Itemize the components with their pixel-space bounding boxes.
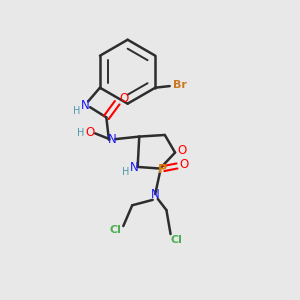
Text: N: N (108, 133, 116, 146)
Text: Br: Br (173, 80, 187, 90)
Text: Cl: Cl (110, 225, 121, 235)
Text: O: O (85, 126, 95, 139)
Text: O: O (120, 92, 129, 105)
Text: H: H (77, 128, 85, 138)
Text: O: O (178, 145, 187, 158)
Text: N: N (151, 188, 160, 201)
Text: H: H (122, 167, 129, 177)
Text: Cl: Cl (170, 235, 182, 245)
Text: O: O (180, 158, 189, 171)
Text: N: N (81, 99, 90, 112)
Text: P: P (158, 163, 167, 176)
Text: H: H (73, 106, 80, 116)
Text: N: N (130, 161, 138, 174)
